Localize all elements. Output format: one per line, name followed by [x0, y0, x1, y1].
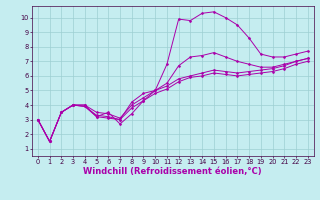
X-axis label: Windchill (Refroidissement éolien,°C): Windchill (Refroidissement éolien,°C)	[84, 167, 262, 176]
